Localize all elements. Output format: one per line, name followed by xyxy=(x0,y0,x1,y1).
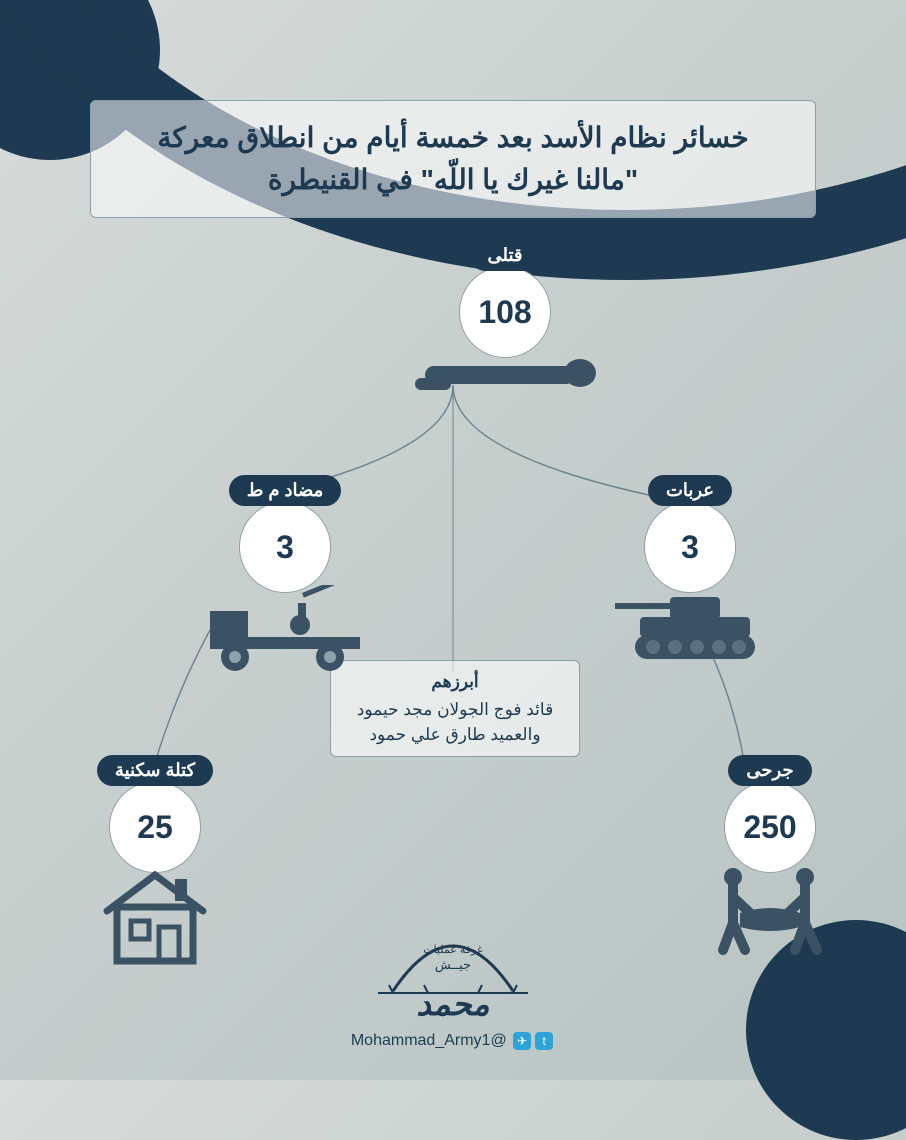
title-line2: "مالنا غيرك يا اللّه" في القنيطرة xyxy=(111,159,795,201)
logo-line2: جيــش xyxy=(435,957,471,973)
node-aa: مضاد م ط 3 xyxy=(200,475,370,680)
node-killed-circle: 108 xyxy=(459,266,551,358)
tank-icon xyxy=(615,585,765,670)
node-wounded-label: جرحى xyxy=(728,755,811,786)
details-line1: قائد فوج الجولان مجد حيمود xyxy=(349,697,561,723)
node-killed-value: 108 xyxy=(478,294,531,331)
handle-text: @Mohammad_Army1 xyxy=(351,1032,507,1049)
node-vehicles-circle: 3 xyxy=(644,501,736,593)
telegram-icon: ✈ xyxy=(513,1032,531,1050)
node-aa-circle: 3 xyxy=(239,501,331,593)
node-wounded: جرحى 250 xyxy=(705,755,835,960)
node-vehicles-label: عربات xyxy=(648,475,732,506)
logo-main: محمد xyxy=(416,986,489,1021)
node-housing-value: 25 xyxy=(137,809,173,846)
body-icon xyxy=(405,348,605,403)
node-killed: قتلى 108 xyxy=(405,240,605,403)
details-title: أبرزهم xyxy=(349,669,561,695)
node-aa-label: مضاد م ط xyxy=(229,475,342,506)
title-line1: خسائر نظام الأسد بعد خمسة أيام من انطلاق… xyxy=(111,117,795,159)
house-icon xyxy=(95,867,215,972)
social-handle: t✈ @Mohammad_Army1 xyxy=(0,1032,906,1050)
node-vehicles: عربات 3 xyxy=(615,475,765,670)
node-wounded-value: 250 xyxy=(743,809,796,846)
stretcher-icon xyxy=(705,865,835,960)
node-killed-label: قتلى xyxy=(470,240,541,271)
twitter-icon: t xyxy=(535,1032,553,1050)
node-housing-label: كتلة سكنية xyxy=(97,755,213,786)
node-housing: كتلة سكنية 25 xyxy=(95,755,215,972)
logo-dome-icon: غرفة عمليات جيــش محمد xyxy=(373,911,533,1021)
details-line2: والعميد طارق علي حمود xyxy=(349,722,561,748)
aa-truck-icon xyxy=(200,585,370,680)
diagram-stage: قتلى 108 عربات 3 xyxy=(0,200,906,980)
node-aa-value: 3 xyxy=(276,529,294,566)
logo-line1: غرفة عمليات xyxy=(423,944,483,956)
node-housing-circle: 25 xyxy=(109,781,201,873)
node-wounded-circle: 250 xyxy=(724,781,816,873)
node-vehicles-value: 3 xyxy=(681,529,699,566)
